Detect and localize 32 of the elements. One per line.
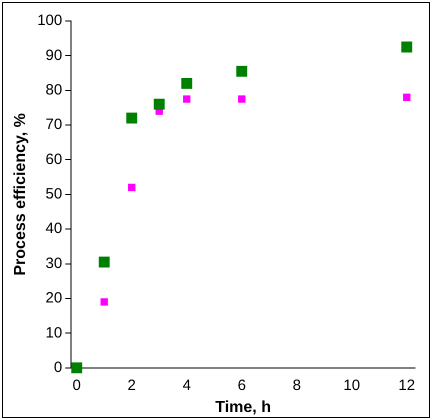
x-tick-label: 10 xyxy=(343,376,360,394)
point xyxy=(401,42,412,52)
y-tick-label: 30 xyxy=(46,254,62,272)
point xyxy=(71,362,82,374)
x-axis-title: Time, h xyxy=(215,398,271,416)
point xyxy=(126,112,138,124)
y-tick-label: 20 xyxy=(46,290,62,307)
y-tick-label: 50 xyxy=(46,186,62,203)
x-tick-label: 6 xyxy=(238,376,246,394)
point xyxy=(181,78,192,89)
point xyxy=(183,95,190,103)
y-tick-label: 90 xyxy=(46,46,62,64)
y-axis-title: Process efficiency, % xyxy=(12,113,30,276)
y-tick-label: 0 xyxy=(54,358,62,376)
x-tick-label: 2 xyxy=(128,376,136,394)
y-tick-label: 60 xyxy=(46,150,62,168)
point xyxy=(100,298,108,306)
point xyxy=(98,256,110,268)
y-tick-label: 10 xyxy=(46,324,62,342)
x-tick-label: 12 xyxy=(398,376,416,394)
x-tick-label: 4 xyxy=(182,376,191,394)
x-tick-label: 0 xyxy=(72,376,81,394)
point xyxy=(154,98,165,110)
y-tick-label: 40 xyxy=(46,220,62,238)
point xyxy=(128,184,136,192)
x-tick-label: 8 xyxy=(292,376,301,394)
y-tick-label: 100 xyxy=(37,12,62,30)
point xyxy=(236,66,248,77)
point xyxy=(238,95,246,103)
y-tick-label: 80 xyxy=(46,82,62,98)
point xyxy=(403,94,410,101)
y-tick-label: 70 xyxy=(46,116,62,134)
